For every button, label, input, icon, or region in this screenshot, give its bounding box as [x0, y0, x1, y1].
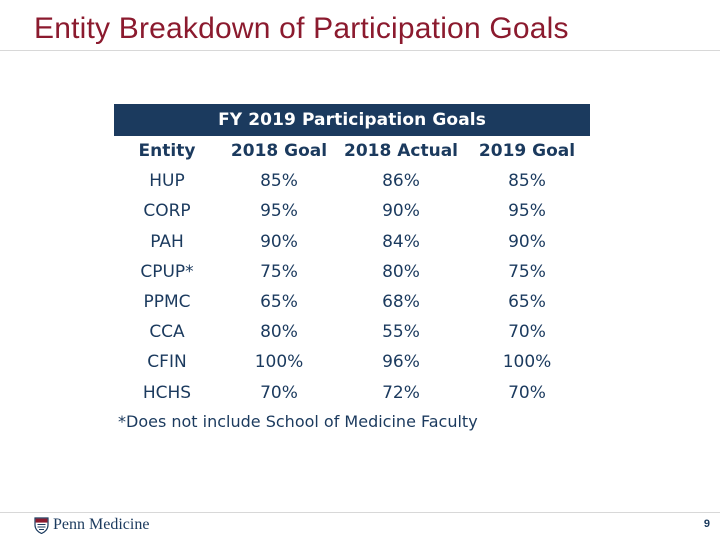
table-header-row: Entity 2018 Goal 2018 Actual 2019 Goal: [114, 136, 590, 166]
column-header-2018-goal: 2018 Goal: [230, 141, 328, 162]
table-row: PPMC 65% 68% 65%: [114, 287, 590, 317]
title-divider: [0, 50, 720, 51]
table-row: CORP 95% 90% 95%: [114, 196, 590, 226]
goal-2019-cell: 95%: [508, 201, 546, 222]
table-footnote: *Does not include School of Medicine Fac…: [118, 412, 478, 431]
entity-cell: PPMC: [143, 292, 191, 313]
goal-2018-cell: 75%: [260, 261, 298, 282]
actual-2018-cell: 80%: [382, 261, 420, 282]
goal-2018-cell: 70%: [260, 382, 298, 403]
goal-2018-cell: 85%: [260, 171, 298, 192]
page-number: 9: [703, 518, 710, 530]
actual-2018-cell: 55%: [382, 322, 420, 343]
slide-title: Entity Breakdown of Participation Goals: [34, 12, 569, 45]
goal-2019-cell: 90%: [508, 231, 546, 252]
goal-2018-cell: 65%: [260, 292, 298, 313]
column-header-2018-actual: 2018 Actual: [344, 141, 458, 162]
entity-cell: CORP: [143, 201, 191, 222]
table-row: CPUP* 75% 80% 75%: [114, 257, 590, 287]
column-header-entity: Entity: [138, 141, 196, 162]
participation-goals-table: FY 2019 Participation Goals Entity 2018 …: [114, 104, 590, 408]
actual-2018-cell: 68%: [382, 292, 420, 313]
actual-2018-cell: 72%: [382, 382, 420, 403]
actual-2018-cell: 96%: [382, 352, 420, 373]
entity-cell: HCHS: [142, 382, 192, 403]
goal-2019-cell: 70%: [508, 322, 546, 343]
table-row: PAH 90% 84% 90%: [114, 227, 590, 257]
actual-2018-cell: 90%: [382, 201, 420, 222]
entity-cell: CCA: [149, 322, 185, 343]
goal-2018-cell: 95%: [260, 201, 298, 222]
entity-cell: CFIN: [147, 352, 187, 373]
column-header-2019-goal: 2019 Goal: [478, 141, 576, 162]
entity-cell: HUP: [149, 171, 185, 192]
entity-cell: PAH: [150, 231, 184, 252]
table-row: HCHS 70% 72% 70%: [114, 378, 590, 408]
shield-icon: [34, 516, 49, 534]
goal-2019-cell: 85%: [508, 171, 546, 192]
goal-2019-cell: 100%: [502, 352, 552, 373]
entity-cell: CPUP*: [140, 261, 194, 282]
penn-medicine-logo: Penn Medicine: [34, 516, 149, 534]
goal-2019-cell: 70%: [508, 382, 546, 403]
goal-2018-cell: 80%: [260, 322, 298, 343]
table-caption: FY 2019 Participation Goals: [114, 104, 590, 136]
actual-2018-cell: 84%: [382, 231, 420, 252]
goal-2019-cell: 75%: [508, 261, 546, 282]
goal-2018-cell: 100%: [254, 352, 304, 373]
table-row: CCA 80% 55% 70%: [114, 317, 590, 347]
goal-2018-cell: 90%: [260, 231, 298, 252]
table-row: CFIN 100% 96% 100%: [114, 347, 590, 377]
goal-2019-cell: 65%: [508, 292, 546, 313]
logo-text: Penn Medicine: [53, 516, 150, 533]
actual-2018-cell: 86%: [382, 171, 420, 192]
footer-divider: [0, 512, 720, 513]
table-row: HUP 85% 86% 85%: [114, 166, 590, 196]
